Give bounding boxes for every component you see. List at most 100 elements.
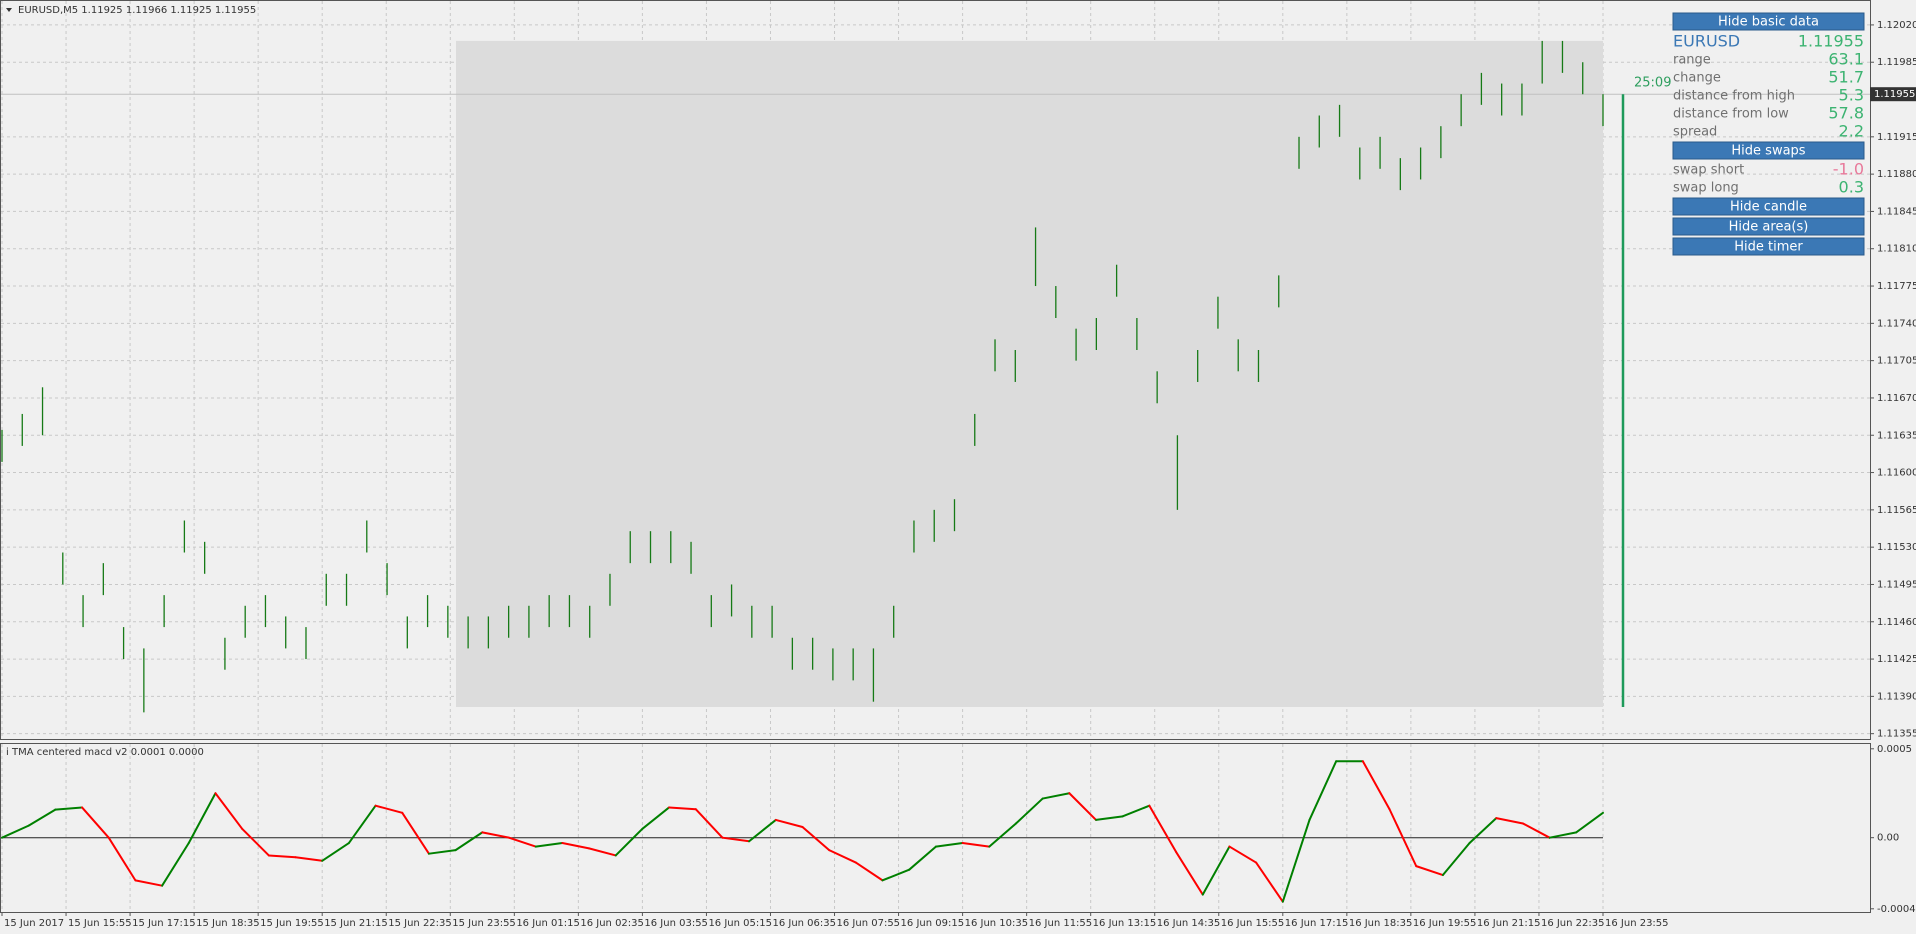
row-label: swap short <box>1673 163 1744 178</box>
price-frame <box>0 0 1871 740</box>
x-tick-label: 16 Jun 09:15 <box>901 918 965 929</box>
y-tick-label: 1.11985 <box>1877 57 1916 68</box>
macd-segment <box>347 804 377 845</box>
row-label: distance from high <box>1673 89 1795 104</box>
button[interactable] <box>1672 197 1865 216</box>
y-tick-label: 1.11775 <box>1877 281 1916 292</box>
macd-segment <box>1014 797 1044 825</box>
macd-segment <box>1575 811 1604 834</box>
y-tick-label: 1.11355 <box>1877 729 1916 740</box>
macd-segment <box>1548 831 1578 839</box>
x-tick-label: 16 Jun 14:35 <box>1157 918 1221 929</box>
macd-segment <box>588 847 617 857</box>
button-label[interactable]: Hide area(s) <box>1729 220 1809 235</box>
macd-segment <box>241 827 270 857</box>
macd-segment <box>134 879 164 887</box>
x-tick-label: 16 Jun 11:55 <box>1029 918 1093 929</box>
macd-segment <box>641 806 671 830</box>
macd-segment <box>1255 861 1284 903</box>
row-label: change <box>1673 71 1721 86</box>
macd-segment <box>748 818 777 843</box>
row-value: 5.3 <box>1839 86 1864 105</box>
button[interactable] <box>1672 12 1865 31</box>
macd-segment <box>881 868 911 882</box>
macd-segment <box>107 836 137 882</box>
row-value: 57.8 <box>1828 104 1864 123</box>
chart-title: EURUSD,M5 1.11925 1.11966 1.11925 1.1195… <box>18 5 256 16</box>
x-tick-label: 16 Jun 22:35 <box>1541 918 1605 929</box>
button-label[interactable]: Hide swaps <box>1731 144 1805 159</box>
y-tick-label: 1.11390 <box>1877 691 1916 702</box>
button-label[interactable]: Hide basic data <box>1718 15 1819 30</box>
y-tick-label: 1.11670 <box>1877 393 1916 404</box>
x-tick-label: 15 Jun 23:55 <box>452 918 516 929</box>
row-label: range <box>1673 53 1711 68</box>
x-tick-label: 16 Jun 21:15 <box>1477 918 1541 929</box>
x-tick-label: 16 Jun 05:15 <box>708 918 772 929</box>
x-tick-label: 16 Jun 13:15 <box>1093 918 1157 929</box>
y-tick-label: 1.11425 <box>1877 654 1916 665</box>
macd-segment <box>961 842 991 848</box>
macd-segment <box>1148 804 1178 853</box>
macd-segment <box>161 842 190 887</box>
macd-segment <box>1495 817 1524 825</box>
x-tick-label: 15 Jun 15:55 <box>68 918 132 929</box>
macd-segment <box>54 806 84 811</box>
button[interactable] <box>1672 141 1865 160</box>
button-label[interactable]: Hide candle <box>1730 200 1807 215</box>
macd-segment <box>561 842 591 850</box>
y-tick-label: -0.0004 <box>1877 904 1916 915</box>
x-tick-label: 15 Jun 19:55 <box>260 918 324 929</box>
macd-segment <box>1175 850 1204 896</box>
row-label: distance from low <box>1673 107 1789 122</box>
row-value: 2.2 <box>1839 122 1864 141</box>
macd-segment <box>534 842 564 848</box>
macd-frame <box>0 743 1871 913</box>
macd-segment <box>1121 804 1151 818</box>
x-tick-label: 16 Jun 23:55 <box>1605 918 1669 929</box>
macd-segment <box>1041 792 1071 800</box>
x-tick-label: 15 Jun 21:15 <box>324 918 388 929</box>
menu-arrow <box>6 8 12 12</box>
y-tick-label: 0.00 <box>1877 833 1899 844</box>
x-tick-label: 15 Jun 2017 <box>4 918 64 929</box>
x-tick-label: 15 Jun 22:35 <box>388 918 452 929</box>
y-tick-label: 1.11495 <box>1877 579 1916 590</box>
x-tick-label: 15 Jun 18:35 <box>196 918 260 929</box>
button[interactable] <box>1672 217 1865 236</box>
macd-segment <box>801 826 831 852</box>
button[interactable] <box>1672 237 1865 256</box>
macd-segment <box>427 849 457 855</box>
macd-segment <box>1361 760 1391 811</box>
x-tick-label: 16 Jun 03:55 <box>644 918 708 929</box>
macd-segment <box>694 808 724 839</box>
macd-segment <box>668 806 697 811</box>
y-tick-label: 1.11845 <box>1877 206 1916 217</box>
y-tick-label: 1.11600 <box>1877 468 1916 479</box>
macd-segment <box>934 842 964 848</box>
macd-segment <box>1388 808 1418 868</box>
macd-segment <box>828 849 857 864</box>
macd-segment <box>908 845 937 871</box>
row-label: spread <box>1673 125 1717 140</box>
button-label[interactable]: Hide timer <box>1734 240 1803 255</box>
x-tick-label: 16 Jun 07:55 <box>837 918 901 929</box>
macd-segment <box>1415 865 1444 877</box>
macd-segment <box>614 827 644 857</box>
y-tick-label: 1.11915 <box>1877 132 1916 143</box>
row-value: -1.0 <box>1833 160 1864 179</box>
macd-segment <box>214 792 244 830</box>
y-tick-label: 1.12020 <box>1877 20 1916 31</box>
x-tick-label: 15 Jun 17:15 <box>132 918 196 929</box>
x-tick-label: 16 Jun 18:35 <box>1349 918 1413 929</box>
symbol: EURUSD <box>1673 32 1740 51</box>
y-tick-label: 1.11565 <box>1877 505 1916 516</box>
macd-segment <box>481 831 510 839</box>
macd-segment <box>1095 815 1124 821</box>
row-label: swap long <box>1673 181 1739 196</box>
y-tick-label: 1.11810 <box>1877 244 1916 255</box>
symbol-price: 1.11955 <box>1798 32 1864 51</box>
y-tick-label: 1.11460 <box>1877 617 1916 628</box>
macd-segment <box>1281 818 1311 903</box>
y-tick-label: 1.11635 <box>1877 430 1916 441</box>
